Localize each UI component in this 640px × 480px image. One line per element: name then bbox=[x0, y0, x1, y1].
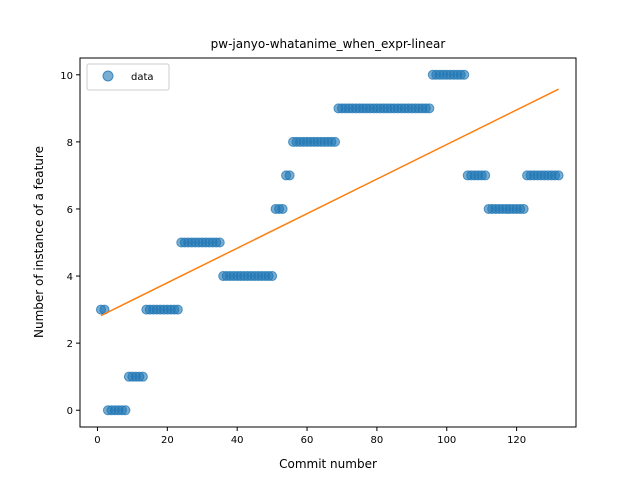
data-point bbox=[137, 371, 148, 382]
trend-line bbox=[100, 88, 559, 317]
data-point bbox=[267, 271, 278, 282]
plot-area bbox=[79, 57, 577, 428]
x-tick-label: 100 bbox=[437, 435, 456, 446]
x-tick-label: 0 bbox=[94, 435, 100, 446]
y-tick-label: 8 bbox=[67, 138, 73, 149]
y-tick-label: 2 bbox=[67, 339, 73, 350]
x-tick-label: 120 bbox=[507, 435, 526, 446]
x-tick-label: 80 bbox=[371, 435, 384, 446]
legend: data bbox=[86, 63, 170, 91]
data-point bbox=[214, 237, 225, 248]
y-axis-label: Number of instance of a feature bbox=[32, 146, 46, 338]
data-point bbox=[277, 203, 288, 214]
y-tick-label: 0 bbox=[67, 406, 73, 417]
data-point bbox=[284, 170, 295, 181]
data-point bbox=[172, 304, 183, 315]
data-marks bbox=[95, 69, 564, 416]
data-point bbox=[518, 203, 529, 214]
y-tick-label: 10 bbox=[60, 71, 73, 82]
x-tick-label: 40 bbox=[231, 435, 244, 446]
x-axis-label: Commit number bbox=[279, 457, 377, 471]
plot-frame bbox=[79, 57, 577, 428]
data-point bbox=[459, 69, 470, 80]
data-point bbox=[553, 170, 564, 181]
x-axis: 0 20 40 60 80 100 120 bbox=[94, 427, 526, 446]
y-axis: 0 2 4 6 8 10 bbox=[60, 71, 80, 417]
data-point bbox=[480, 170, 491, 181]
legend-marker-data bbox=[102, 70, 114, 82]
data-point bbox=[329, 136, 340, 147]
y-tick-label: 4 bbox=[67, 272, 73, 283]
legend-label-data: data bbox=[131, 72, 154, 83]
data-point bbox=[120, 405, 131, 416]
x-tick-label: 60 bbox=[301, 435, 314, 446]
chart-title: pw-janyo-whatanime_when_expr-linear bbox=[211, 37, 446, 51]
data-point bbox=[424, 103, 435, 114]
y-tick-label: 6 bbox=[67, 205, 73, 216]
x-tick-label: 20 bbox=[161, 435, 174, 446]
legend-frame bbox=[86, 63, 170, 91]
